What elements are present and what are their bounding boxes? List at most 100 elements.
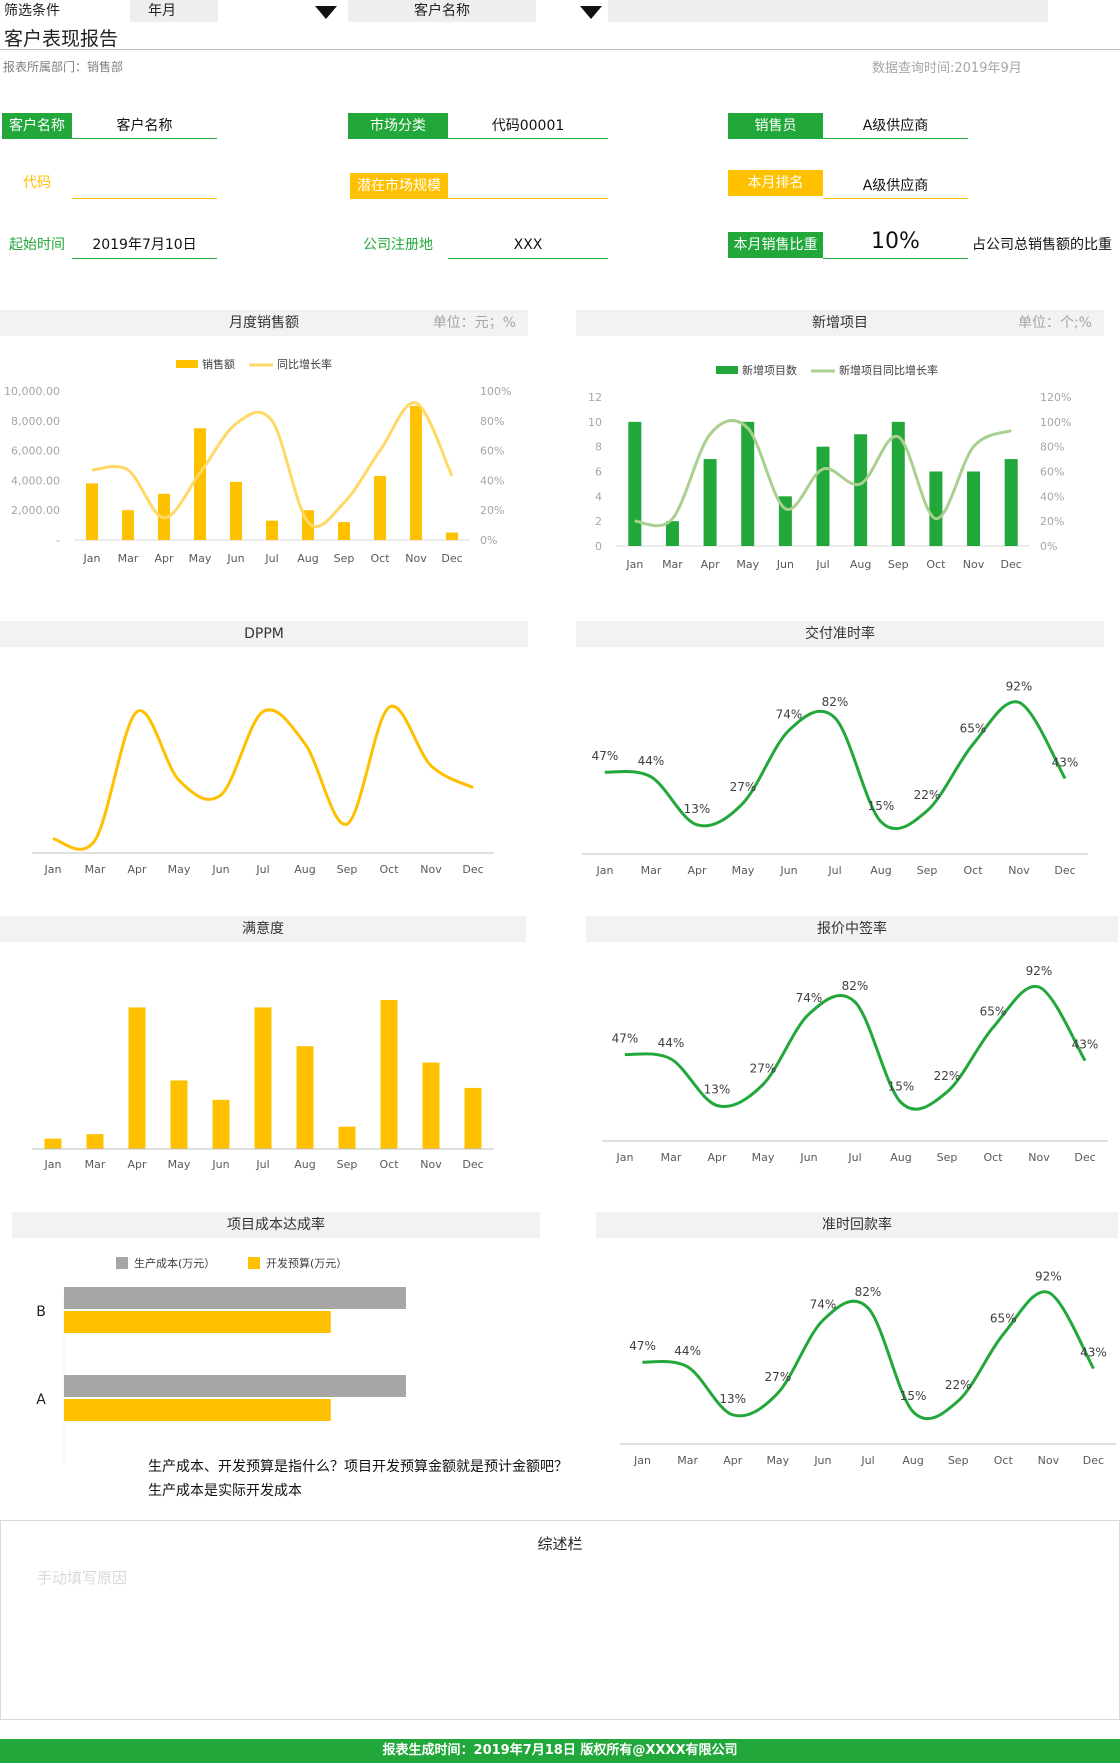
data-label-sep: 22% [914, 788, 941, 802]
start-time-value[interactable]: 2019年7月10日 [92, 237, 197, 253]
bar-aug [296, 1046, 314, 1149]
customer-name-value[interactable]: 客户名称 [116, 118, 173, 134]
legend-label-line: 同比增长率 [277, 357, 332, 371]
start-time-underline [72, 258, 217, 259]
data-label-jul: 82% [842, 979, 869, 993]
x-tick-jan: Jan [83, 552, 101, 565]
period-dropdown-icon[interactable] [315, 6, 337, 19]
legend-swatch-bar [716, 366, 738, 374]
x-tick-apr: Apr [127, 863, 147, 876]
period-select[interactable]: 年月 [130, 0, 218, 22]
summary-title: 综述栏 [537, 1535, 583, 1553]
legend-label-line: 新增项目同比增长率 [839, 363, 938, 377]
x-tick-aug: Aug [890, 1151, 911, 1164]
bar-jul [266, 520, 278, 540]
data-label-aug: 15% [900, 1389, 927, 1403]
growth-point-may [199, 472, 201, 474]
data-label-aug: 15% [868, 799, 895, 813]
point-oct [992, 1027, 994, 1028]
legend-label-dev-budget: 开发预算(万元） [266, 1256, 347, 1270]
x-tick-jul: Jul [264, 552, 278, 565]
x-tick-dec: Dec [441, 552, 462, 565]
panel-title-monthly-sales: 月度销售额 [229, 315, 299, 331]
market-category-value[interactable]: 代码00001 [491, 118, 565, 134]
salesperson-value[interactable]: A级供应商 [862, 118, 929, 134]
series-line [624, 984, 1087, 1111]
monthly-rank-value[interactable]: A级供应商 [862, 178, 929, 194]
point-jan [624, 1054, 626, 1055]
panel-header-new-projects: 新增项目 单位：个;% [576, 310, 1104, 336]
x-tick-oct: Oct [994, 1454, 1014, 1467]
bar-nov [967, 471, 981, 546]
legend-swatch-bar [176, 360, 198, 368]
x-tick-may: May [189, 552, 212, 565]
point-mar [670, 1058, 672, 1060]
x-tick-jan: Jan [616, 1151, 634, 1164]
x-tick-oct: Oct [379, 863, 399, 876]
y-tick-label: - [56, 534, 60, 547]
y2-tick-label: 100% [1040, 416, 1071, 429]
data-label-jun: 74% [776, 707, 803, 721]
y2-tick-label: 60% [480, 445, 504, 458]
registration-underline [448, 258, 608, 259]
customer-name-underline [72, 138, 217, 139]
point-jan [52, 838, 54, 840]
point-nov [1038, 986, 1040, 988]
data-label-oct: 65% [980, 1005, 1007, 1019]
bar-may [194, 428, 206, 540]
x-tick-aug: Aug [294, 1158, 315, 1171]
start-time-label: 起始时间 [9, 237, 65, 253]
x-tick-jul: Jul [860, 1454, 874, 1467]
panel-header-on-time-delivery: 交付准时率 [576, 621, 1104, 647]
y-tick-label: 4,000.00 [11, 474, 60, 487]
x-tick-may: May [168, 1158, 191, 1171]
bar-may [741, 421, 755, 546]
x-tick-apr: Apr [701, 558, 721, 571]
x-tick-nov: Nov [963, 558, 985, 571]
series-line [604, 700, 1067, 831]
x-tick-mar: Mar [85, 1158, 106, 1171]
bar-jun [212, 1099, 230, 1149]
data-label-sep: 22% [934, 1069, 961, 1083]
x-tick-aug: Aug [297, 552, 318, 565]
point-dec [472, 787, 474, 789]
bar-nov [422, 1062, 440, 1149]
point-nov [430, 765, 432, 767]
x-tick-mar: Mar [85, 863, 106, 876]
x-tick-sep: Sep [888, 558, 909, 571]
y2-tick-label: 20% [480, 504, 504, 517]
customer-dropdown-icon[interactable] [580, 6, 602, 19]
dppm-chart: Jan Mar Apr May Jun Jul Aug Sep Oct Nov Dec [32, 704, 494, 876]
market-size-value[interactable] [448, 173, 608, 199]
point-sep [926, 810, 928, 812]
x-tick-nov: Nov [420, 1158, 442, 1171]
y2-tick-label: 20% [1040, 515, 1064, 528]
x-tick-jun: Jun [799, 1151, 817, 1164]
data-label-oct: 65% [960, 721, 987, 735]
code-value[interactable] [72, 172, 217, 198]
x-tick-sep: Sep [337, 863, 358, 876]
sales-ratio-value[interactable]: 10% [871, 229, 920, 254]
y-tick-label: 8,000.00 [11, 415, 60, 428]
growth-point-nov [973, 446, 975, 448]
x-tick-mar: Mar [118, 552, 139, 565]
y2-tick-label: 0% [1040, 540, 1057, 553]
y2-tick-label: 60% [1040, 466, 1064, 479]
x-tick-nov: Nov [405, 552, 427, 565]
data-label-aug: 15% [888, 1080, 915, 1094]
panel-header-dppm: DPPM [0, 621, 528, 647]
new-projects-unit: 单位：个;% [1017, 315, 1092, 331]
y2-tick-label: 40% [480, 474, 504, 487]
x-tick-jun: Jun [813, 1454, 831, 1467]
customer-select[interactable] [608, 0, 1048, 22]
bar-jun [230, 481, 242, 540]
summary-input[interactable]: 手动填写原因 [37, 1569, 128, 1587]
data-label-nov: 92% [1035, 1269, 1062, 1283]
y2-tick-label: 80% [1040, 441, 1064, 454]
registration-value[interactable]: XXX [513, 237, 543, 253]
market-size-underline [448, 198, 608, 199]
point-jan [642, 1361, 644, 1363]
x-tick-jan: Jan [596, 864, 614, 877]
growth-point-jul [271, 420, 273, 422]
x-tick-may: May [736, 558, 759, 571]
